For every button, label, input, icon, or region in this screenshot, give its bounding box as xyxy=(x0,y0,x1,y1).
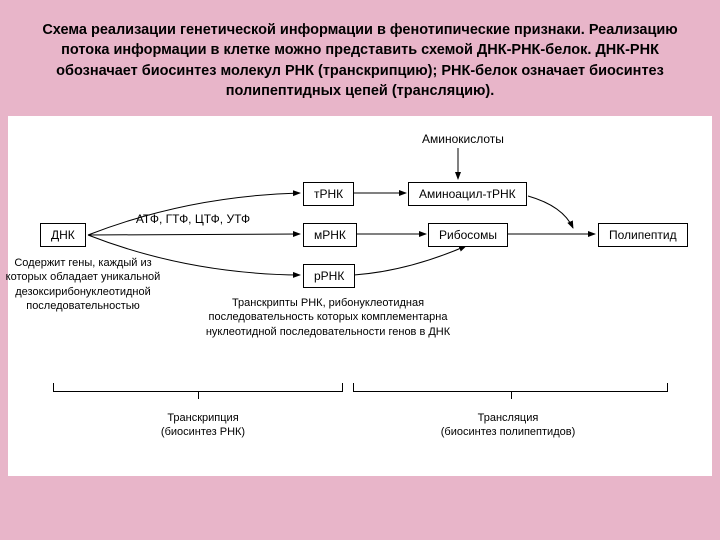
node-mrnk: мРНК xyxy=(303,223,357,247)
label-aminokisloty: Аминокислоты xyxy=(408,132,518,148)
node-aminoacil: Аминоацил-тРНК xyxy=(408,182,527,206)
caption-dnk: Содержит гены, каждый из которых обладае… xyxy=(0,256,168,313)
bracket-translation xyxy=(353,391,668,392)
node-ribosomy: Рибосомы xyxy=(428,223,508,247)
label-atf: АТФ, ГТФ, ЦТФ, УТФ xyxy=(123,212,263,228)
header-text: Схема реализации генетической информации… xyxy=(0,0,720,116)
caption-rnk: Транскрипты РНК, рибонуклеотидная послед… xyxy=(198,296,458,339)
label-transcription: Транскрипция (биосинтез РНК) xyxy=(128,411,278,440)
diagram: ДНК тРНК мРНК рРНК Аминоацил-тРНК Рибосо… xyxy=(8,116,712,476)
label-translation: Трансляция (биосинтез полипептидов) xyxy=(408,411,608,440)
bracket-transcription xyxy=(53,391,343,392)
node-polipeptid: Полипептид xyxy=(598,223,688,247)
node-rrnk: рРНК xyxy=(303,264,355,288)
node-dnk: ДНК xyxy=(40,223,86,247)
node-trnk: тРНК xyxy=(303,182,354,206)
